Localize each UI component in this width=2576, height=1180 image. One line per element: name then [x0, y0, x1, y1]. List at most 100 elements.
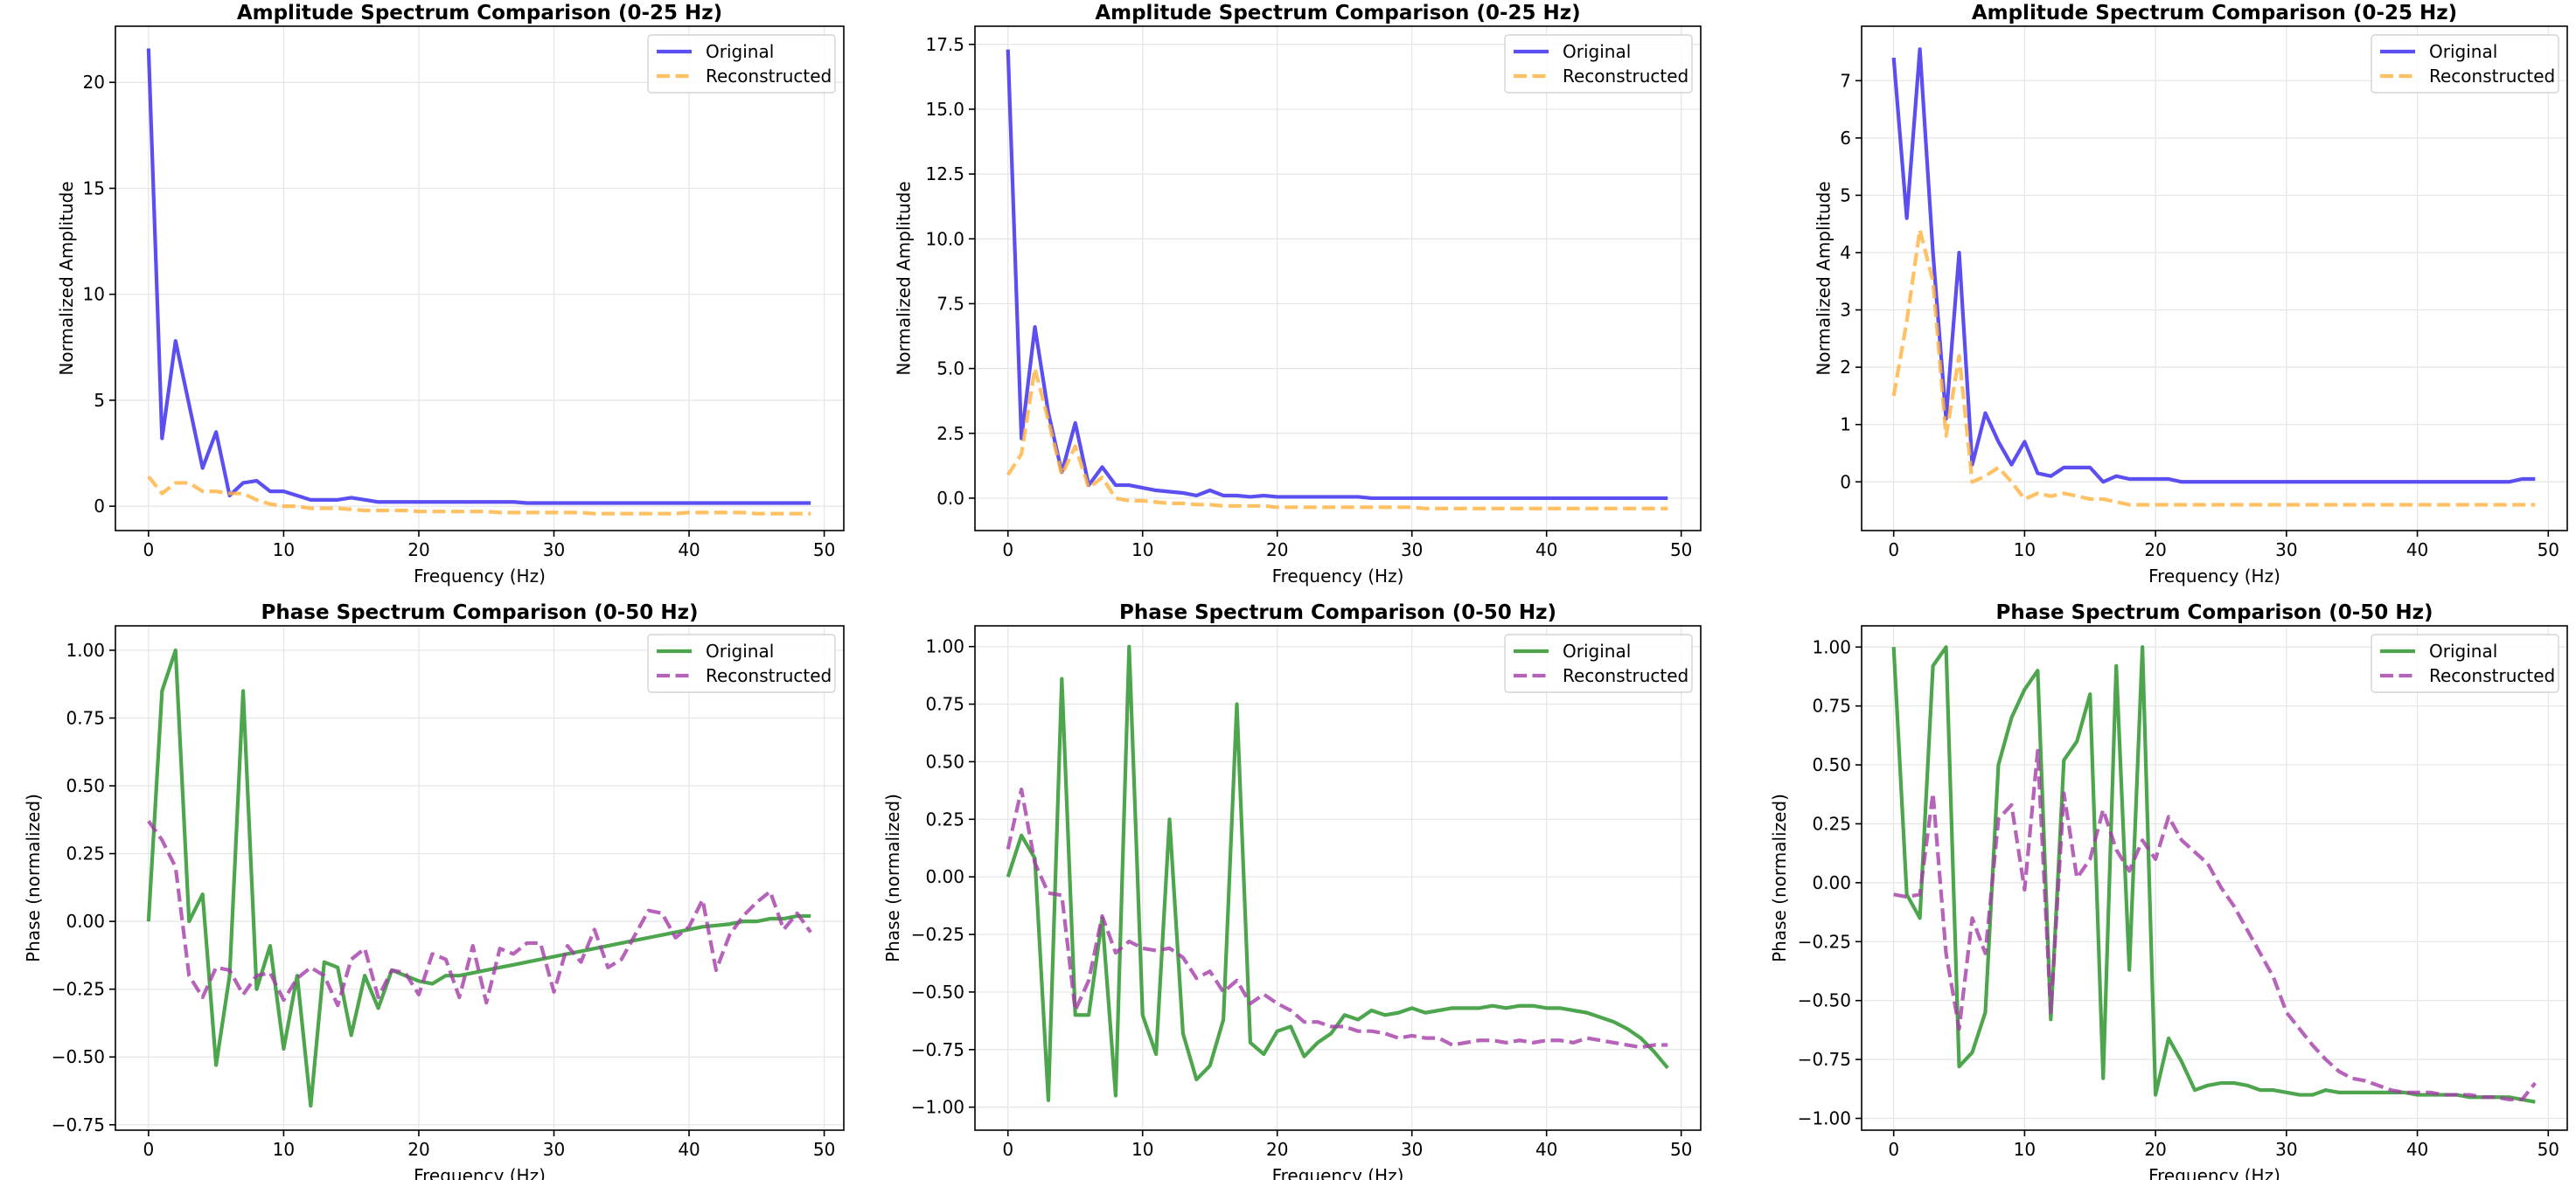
y-tick-label: −1.00	[1798, 1108, 1851, 1129]
y-tick-label: 7.5	[936, 293, 964, 314]
x-tick-label: 10	[273, 1139, 295, 1160]
legend-box	[1504, 634, 1693, 693]
legend: Original Reconstructed	[2371, 34, 2559, 94]
x-tick-label: 20	[1266, 1139, 1288, 1160]
legend: Original Reconstructed	[647, 634, 836, 693]
chart-title: Amplitude Spectrum Comparison (0-25 Hz)	[237, 2, 722, 24]
chart-panel-2: 0 10 20 30 40 50 0.0 2.5 5.0 7.5 10.0 12.5 15.0 17.5 A…	[894, 2, 1702, 587]
x-axis-label: Frequency (Hz)	[1272, 566, 1404, 587]
y-tick-label: −0.50	[1798, 990, 1851, 1011]
chart-panel-3: 0 10 20 30 40 50 0 1 2 3 4 5 6 7 Amplitude Spectrum Co…	[1813, 2, 2568, 587]
x-tick-label: 20	[2144, 539, 2166, 560]
y-tick-label: 0	[1840, 471, 1851, 492]
y-tick-label: 10.0	[925, 228, 964, 249]
x-tick-label: 30	[2275, 539, 2297, 560]
legend-label-reconstructed: Reconstructed	[2429, 66, 2555, 87]
legend-label-original: Original	[1563, 41, 1631, 62]
legend: Original Reconstructed	[647, 34, 836, 94]
legend-label-reconstructed: Reconstructed	[1563, 665, 1688, 686]
y-tick-label: 0.00	[66, 911, 105, 932]
x-tick-label: 0	[143, 1139, 154, 1160]
y-tick-label: 5.0	[936, 358, 964, 379]
x-tick-label: 40	[1535, 1139, 1557, 1160]
y-tick-label: 1.00	[925, 636, 964, 657]
series-line-reconstructed	[1006, 366, 1668, 510]
y-tick-label: 15	[83, 177, 105, 198]
x-tick-label: 20	[407, 1139, 429, 1160]
chart-panel-4: 0 10 20 30 40 50 −0.75 −0.50 −0.25 0.00 0.25 0.50 0.…	[23, 601, 845, 1180]
y-tick-label: −0.25	[52, 979, 105, 1000]
x-tick-label: 0	[1888, 539, 1899, 560]
legend-label-reconstructed: Reconstructed	[2429, 665, 2555, 686]
legend-label-original: Original	[2429, 641, 2497, 662]
y-tick-label: 4	[1840, 242, 1851, 263]
x-tick-label: 10	[1131, 539, 1153, 560]
y-axis-label: Phase (normalized)	[23, 794, 44, 962]
y-tick-label: −0.50	[911, 982, 964, 1003]
legend-label-original: Original	[706, 41, 774, 62]
series-line-original	[1006, 644, 1669, 1102]
x-tick-label: 10	[2014, 1139, 2036, 1160]
x-tick-label: 0	[1888, 1139, 1899, 1160]
y-tick-label: −0.50	[52, 1046, 105, 1067]
legend-box	[2371, 634, 2559, 693]
legend-label-reconstructed: Reconstructed	[1563, 66, 1688, 87]
axes-frame	[1861, 25, 2568, 531]
chart-title: Phase Spectrum Comparison (0-50 Hz)	[1119, 601, 1556, 624]
y-tick-label: 1.00	[1812, 636, 1851, 657]
y-tick-label: 0.00	[925, 866, 964, 887]
y-tick-label: 0	[94, 496, 105, 517]
y-tick-label: 3	[1840, 300, 1851, 321]
x-tick-label: 50	[1670, 1139, 1692, 1160]
x-tick-label: 40	[678, 539, 700, 560]
y-tick-label: 0.50	[66, 775, 105, 796]
y-axis-label: Phase (normalized)	[882, 794, 903, 962]
y-axis-label: Normalized Amplitude	[894, 181, 915, 375]
legend: Original Reconstructed	[1504, 634, 1693, 693]
y-axis-label: Normalized Amplitude	[56, 181, 77, 375]
chart-panel-5: 0 10 20 30 40 50 −1.00 −0.75 −0.50 −0.25 0.00 0.25 0…	[882, 601, 1702, 1180]
x-tick-label: 40	[2406, 1139, 2428, 1160]
axes-frame	[115, 25, 845, 531]
y-tick-label: 0.75	[925, 694, 964, 715]
x-tick-label: 50	[813, 539, 835, 560]
x-tick-label: 20	[407, 539, 429, 560]
x-tick-label: 10	[1131, 1139, 1153, 1160]
legend-box	[647, 34, 836, 94]
y-tick-label: 7	[1840, 70, 1851, 91]
x-tick-label: 0	[1002, 1139, 1013, 1160]
series-line-original	[146, 48, 811, 505]
y-axis-label: Normalized Amplitude	[1813, 181, 1834, 375]
series-line-reconstructed	[1893, 748, 2537, 1102]
x-axis-label: Frequency (Hz)	[1272, 1165, 1404, 1180]
x-tick-label: 20	[2144, 1139, 2166, 1160]
x-tick-label: 0	[1002, 539, 1013, 560]
series-line-original	[1891, 645, 2536, 1104]
x-axis-label: Frequency (Hz)	[2148, 1165, 2280, 1180]
y-tick-label: 5	[1840, 184, 1851, 205]
x-tick-label: 30	[543, 539, 565, 560]
x-tick-label: 20	[1266, 539, 1288, 560]
y-tick-label: 1.00	[66, 640, 105, 661]
y-tick-label: 0.00	[1812, 872, 1851, 893]
chart-title: Amplitude Spectrum Comparison (0-25 Hz)	[1095, 2, 1580, 24]
series-line-original	[146, 648, 811, 1108]
x-tick-label: 30	[1401, 539, 1423, 560]
x-tick-label: 50	[2538, 1139, 2559, 1160]
y-tick-label: 12.5	[925, 163, 964, 184]
y-tick-label: 15.0	[925, 99, 964, 120]
legend-box	[647, 634, 836, 693]
y-tick-label: 0.75	[66, 707, 105, 728]
legend-box	[2371, 34, 2559, 94]
x-tick-label: 10	[2014, 539, 2036, 560]
axes-frame	[974, 25, 1702, 531]
x-axis-label: Frequency (Hz)	[414, 1165, 546, 1180]
y-tick-label: 0.25	[66, 843, 105, 864]
x-tick-label: 0	[143, 539, 154, 560]
legend-box	[1504, 34, 1693, 94]
chart-title: Phase Spectrum Comparison (0-50 Hz)	[1996, 601, 2433, 624]
x-tick-label: 40	[678, 1139, 700, 1160]
series-line-reconstructed	[1891, 227, 2536, 507]
y-axis-label: Phase (normalized)	[1769, 794, 1790, 962]
